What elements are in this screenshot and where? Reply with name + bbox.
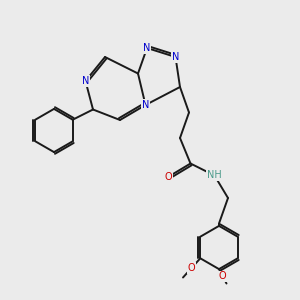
Text: N: N (142, 100, 149, 110)
Text: N: N (82, 76, 89, 86)
Text: O: O (219, 271, 226, 281)
Text: N: N (143, 43, 151, 53)
Text: O: O (188, 263, 196, 273)
Text: O: O (164, 172, 172, 182)
Text: N: N (172, 52, 179, 62)
Text: NH: NH (207, 170, 222, 181)
